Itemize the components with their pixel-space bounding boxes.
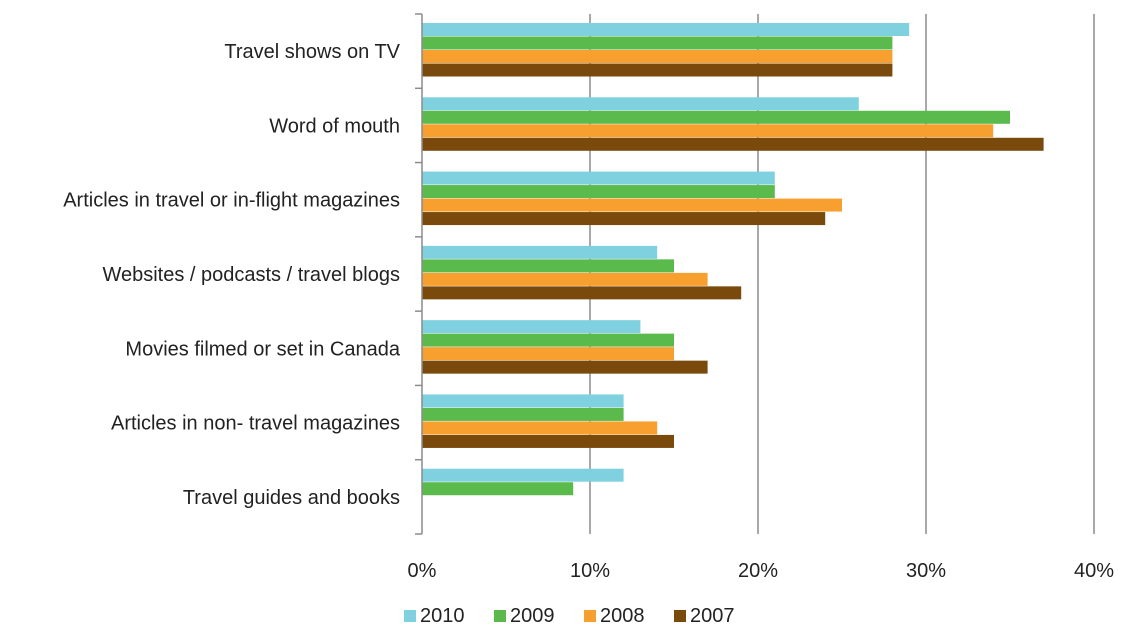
category-label: Movies filmed or set in Canada [125,338,400,360]
bar [422,110,1010,124]
legend-swatch [494,610,506,622]
bars [422,23,1044,496]
bar [422,36,893,50]
bar [422,347,674,361]
category-label: Articles in travel or in-flight magazine… [63,190,400,212]
bar [422,272,708,286]
legend-swatch [674,610,686,622]
bar [422,245,658,259]
category-label: Travel shows on TV [224,41,400,63]
bar [422,360,708,374]
bar [422,320,641,334]
legend-label: 2007 [690,605,735,627]
bar [422,124,994,138]
x-tick-label: 0% [408,560,437,582]
bar [422,407,624,421]
bar [422,137,1044,151]
bar [422,421,658,435]
legend-swatch [584,610,596,622]
bar [422,171,775,185]
bar [422,434,674,448]
category-label: Word of mouth [269,115,400,137]
category-label: Websites / podcasts / travel blogs [102,264,400,286]
bar [422,482,574,496]
x-tick-label: 30% [906,560,946,582]
legend: 2010 2009 2008 2007 [404,605,735,627]
legend-label: 2008 [600,605,645,627]
legend-swatch [404,610,416,622]
bar [422,198,842,212]
x-tick-label: 20% [738,560,778,582]
x-tick-label: 40% [1074,560,1114,582]
x-tick-label: 10% [570,560,610,582]
legend-label: 2010 [420,605,465,627]
bar [422,212,826,226]
bar [422,50,893,63]
bar [422,468,624,482]
bar [422,63,893,77]
bar [422,333,674,347]
axes: 0% 10% 20% 30% 40% Travel shows on TV Word of … [63,13,1114,582]
bar [422,259,674,273]
bar [422,394,624,408]
bar [422,185,775,199]
bar [422,97,859,111]
category-label: Articles in non- travel magazines [111,413,400,435]
legend-label: 2009 [510,605,555,627]
bar [422,286,742,300]
bar [422,23,910,36]
category-label: Travel guides and books [183,487,400,509]
